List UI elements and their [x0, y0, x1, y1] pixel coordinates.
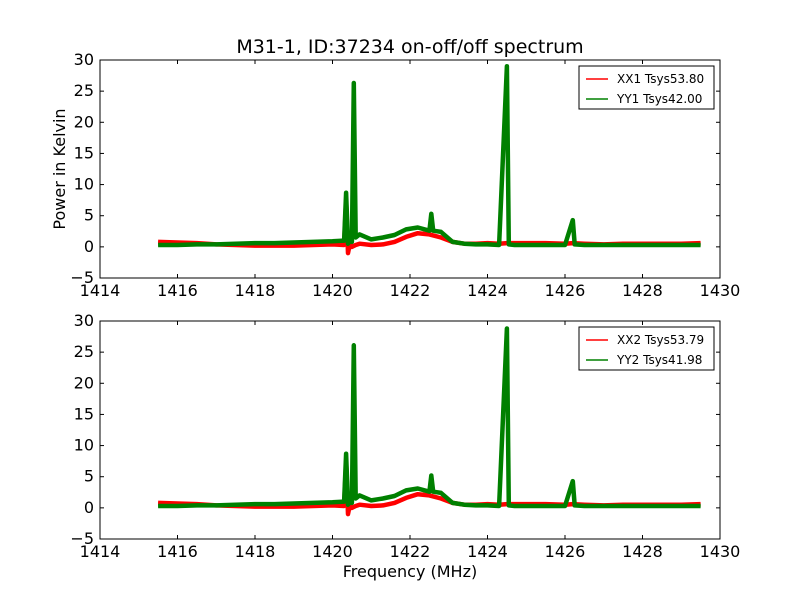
- y-tick-label: 10: [74, 436, 94, 455]
- x-tick-label: 1430: [700, 281, 741, 300]
- x-tick-label: 1422: [390, 281, 431, 300]
- x-tick-label: 1424: [467, 542, 508, 561]
- x-tick-label: 1422: [390, 542, 431, 561]
- y-tick-label: 15: [74, 404, 94, 423]
- x-tick-label: 1418: [235, 281, 276, 300]
- y-tick-label: 30: [74, 311, 94, 330]
- legend-label: YY1 Tsys42.00: [616, 92, 702, 106]
- y-tick-label: 25: [74, 81, 94, 100]
- y-tick-label: 15: [74, 143, 94, 162]
- x-tick-label: 1426: [545, 542, 586, 561]
- y-tick-label: −5: [70, 529, 94, 548]
- x-tick-label: 1430: [700, 542, 741, 561]
- x-tick-label: 1420: [312, 281, 353, 300]
- x-tick-label: 1418: [235, 542, 276, 561]
- legend-label: XX2 Tsys53.79: [617, 333, 704, 347]
- series-line-2: [158, 66, 701, 247]
- chart-title: M31-1, ID:37234 on-off/off spectrum: [236, 36, 583, 58]
- x-tick-label: 1426: [545, 281, 586, 300]
- chart-panel-2: 1414 1416 1418 1420 1422 1424 1426 1428 1430 −5 0 5…: [70, 311, 740, 581]
- y-tick-label: −5: [70, 268, 94, 287]
- y-tick-label: 25: [74, 342, 94, 361]
- x-tick-label: 1424: [467, 281, 508, 300]
- y-tick-label: 10: [74, 175, 94, 194]
- y-axis-label: Power in Kelvin: [50, 108, 69, 229]
- x-tick-label: 1428: [622, 542, 663, 561]
- y-tick-label: 0: [84, 498, 94, 517]
- x-tick-label: 1416: [157, 281, 198, 300]
- y-tick-label: 20: [74, 373, 94, 392]
- x-tick-label: 1414: [80, 281, 121, 300]
- x-tick-label: 1414: [80, 542, 121, 561]
- chart-panel-1: 1414 1416 1418 1420 1422 1424 1426 1428 1430 −5 0 5…: [50, 36, 740, 300]
- y-tick-label: 5: [84, 206, 94, 225]
- legend-box: [578, 65, 715, 110]
- legend-box: [578, 326, 715, 371]
- x-tick-label: 1420: [312, 542, 353, 561]
- x-tick-label: 1416: [157, 542, 198, 561]
- y-tick-label: 5: [84, 467, 94, 486]
- y-tick-label: 20: [74, 112, 94, 131]
- series-line-2: [158, 328, 701, 508]
- y-tick-label: 0: [84, 237, 94, 256]
- x-axis-label: Frequency (MHz): [343, 562, 477, 581]
- y-tick-label: 30: [74, 50, 94, 69]
- legend-label: XX1 Tsys53.80: [617, 72, 704, 86]
- legend-label: YY2 Tsys41.98: [616, 353, 702, 367]
- x-tick-label: 1428: [622, 281, 663, 300]
